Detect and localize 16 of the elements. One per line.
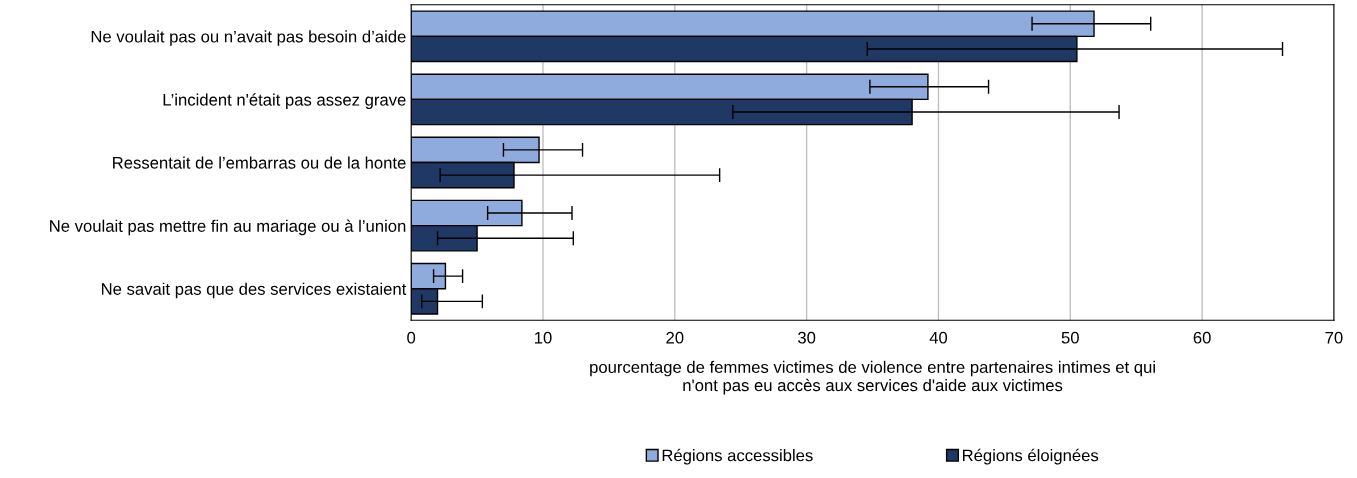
x-tick-label: 40 xyxy=(929,331,948,344)
x-tick-label: 50 xyxy=(1061,331,1079,344)
y-tick-label: Ne voulait pas ou n’avait pas besoin d’aide xyxy=(91,30,406,46)
x-tick-label: 10 xyxy=(535,331,552,344)
y-tick-label: L’incident n'était pas assez grave xyxy=(163,93,406,110)
y-tick-label: Ressentait de l’embarras ou de la honte xyxy=(113,156,406,169)
legend-label: Régions éloignées xyxy=(962,448,1099,465)
x-tick-label: 20 xyxy=(666,331,684,344)
x-tick-label: 0 xyxy=(407,331,416,344)
y-tick-label: Ne voulait pas mettre fin au mariage ou à l’union xyxy=(50,219,406,236)
x-tick-label: 30 xyxy=(798,331,816,344)
legend-label: Régions accessibles xyxy=(662,448,813,465)
x-axis-title: pourcentage de femmes victimes de violence entre partenaires intimes et qui n'ont pas eu accès aux services d'aide aux victimes xyxy=(590,360,1155,395)
x-tick-label: 60 xyxy=(1193,331,1211,344)
y-tick-label: Ne savait pas que des services existaient xyxy=(101,282,407,299)
x-tick-label: 70 xyxy=(1325,331,1343,344)
